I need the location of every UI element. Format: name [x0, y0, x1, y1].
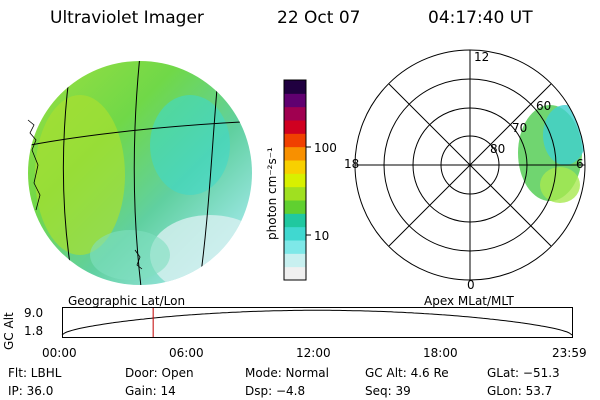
status-glon: GLon: 53.7: [487, 384, 553, 398]
colorbar-segment: [284, 80, 306, 94]
timeline-xtick-0600: 06:00: [169, 346, 204, 360]
date-label: 22 Oct 07: [277, 8, 361, 28]
apex-caption: Apex MLat/MLT: [424, 294, 514, 308]
colorbar-segment: [284, 240, 306, 254]
timeline-xtick-2359: 23:59: [552, 346, 587, 360]
status-door: Door: Open: [125, 366, 194, 380]
mlat-label-70: 70: [512, 121, 527, 135]
status-dsp: Dsp: −4.8: [245, 384, 306, 398]
colorbar-tick-100: 100: [314, 141, 337, 155]
geographic-image: [27, 61, 252, 285]
timeline-xtick-1800: 18:00: [423, 346, 458, 360]
mlat-label-60: 60: [536, 99, 551, 113]
status-seq: Seq: 39: [365, 384, 411, 398]
colorbar: 100 10 photon cm⁻²s⁻¹: [265, 79, 337, 281]
status-mode: Mode: Normal: [245, 366, 329, 380]
time-label: 04:17:40 UT: [428, 8, 533, 28]
colorbar-unit-label: photon cm⁻²s⁻¹: [265, 147, 279, 240]
mlt-label-18: 18: [344, 157, 359, 171]
colorbar-segment: [284, 93, 306, 108]
colorbar-segment: [284, 253, 306, 268]
timeline-axis-label: GC Alt: [2, 312, 16, 350]
mlt-label-6: 6: [576, 157, 584, 171]
colorbar-segment: [284, 226, 306, 241]
colorbar-segment: [284, 186, 306, 201]
mlat-label-80: 80: [490, 142, 505, 156]
status-filter: Flt: LBHL: [8, 366, 62, 380]
timeline-plot: [61, 307, 573, 338]
colorbar-segment: [284, 266, 306, 281]
timeline-xtick-0000: 00:00: [42, 346, 77, 360]
colorbar-segment: [284, 200, 306, 214]
colorbar-segment: [284, 133, 306, 148]
mlt-label-0: 0: [467, 278, 475, 292]
status-ip: IP: 36.0: [8, 384, 54, 398]
colorbar-segment: [284, 173, 306, 188]
colorbar-segment: [284, 120, 306, 134]
colorbar-segment: [284, 160, 306, 174]
colorbar-tick-10: 10: [314, 229, 329, 243]
status-gain: Gain: 14: [125, 384, 176, 398]
colorbar-segment: [284, 213, 306, 228]
geographic-caption: Geographic Lat/Lon: [68, 294, 186, 308]
timeline-ytick-high: 9.0: [24, 306, 44, 320]
colorbar-segment: [284, 146, 306, 161]
timeline-ytick-low: 1.8: [24, 324, 44, 338]
status-gc-alt: GC Alt: 4.6 Re: [365, 366, 449, 380]
timeline-xtick-1200: 12:00: [296, 346, 331, 360]
polar-plot: 12 18 6 0 60 70 80: [344, 49, 586, 292]
instrument-title: Ultraviolet Imager: [50, 8, 204, 28]
colorbar-segment: [284, 106, 306, 121]
status-glat: GLat: −51.3: [487, 366, 560, 380]
mlt-label-12: 12: [474, 50, 489, 64]
